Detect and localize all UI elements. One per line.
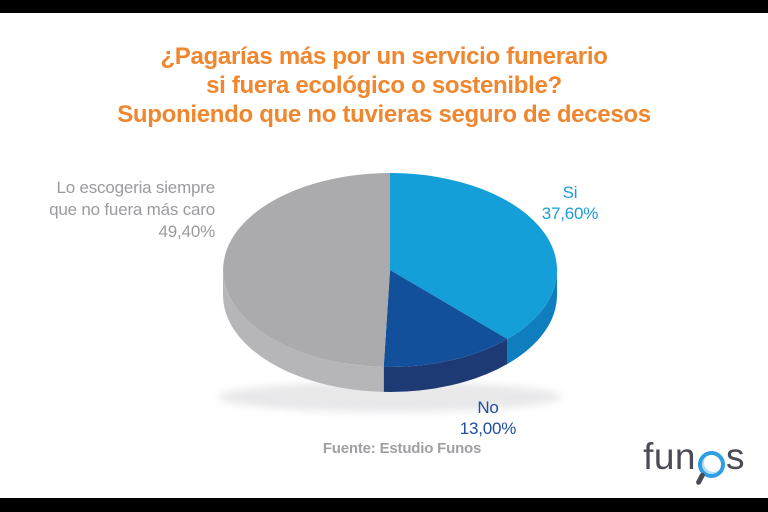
slice-label-gray: Lo escogeria siempre que no fuera más ca… xyxy=(0,177,215,243)
pie-slice-lo-escogeria-siempre-que-no-fuera-m-s-caro xyxy=(223,173,390,367)
slice-label-si-name: Si xyxy=(562,183,578,202)
magnifier-icon xyxy=(695,451,725,486)
logo-text-fun: fun xyxy=(643,436,696,477)
slice-label-no-value: 13,00% xyxy=(459,419,517,438)
pie-side-lo-escogeria-siempre-que-no-fuera-m-s-caro xyxy=(223,270,384,392)
pie-side-no xyxy=(383,339,508,392)
funos-logo: fun s xyxy=(643,433,745,486)
slice-label-no-name: No xyxy=(477,398,499,417)
magnifier-handle xyxy=(695,471,706,486)
slice-label-gray-line-2: que no fuera más caro xyxy=(49,200,215,219)
slice-label-no: No 13,00% xyxy=(438,397,538,439)
source-caption: Fuente: Estudio Funos xyxy=(322,440,482,457)
chart-title-line-1: ¿Pagarías más por un servicio funerario xyxy=(160,43,608,70)
pie-slice-no xyxy=(383,270,508,367)
pie-shadow xyxy=(218,382,562,412)
pie-side-si xyxy=(507,270,557,365)
slice-label-si: Si 37,60% xyxy=(520,182,620,224)
pie-chart xyxy=(218,173,562,412)
chart-title-line-3: Suponiendo que no tuvieras seguro de dec… xyxy=(117,101,651,128)
slice-label-si-value: 37,60% xyxy=(541,204,599,223)
letterbox-top xyxy=(0,0,768,13)
logo-text-s: s xyxy=(726,436,745,477)
letterbox-bottom xyxy=(0,498,768,512)
chart-title: ¿Pagarías más por un servicio funerario … xyxy=(0,42,768,129)
pie-slice-si xyxy=(390,173,557,340)
pie-chart-area xyxy=(200,150,580,420)
slice-label-gray-line-1: Lo escogeria siempre xyxy=(56,178,215,197)
slice-label-gray-value: 49,40% xyxy=(158,222,216,241)
chart-title-line-2: si fuera ecológico o sostenible? xyxy=(206,72,562,99)
